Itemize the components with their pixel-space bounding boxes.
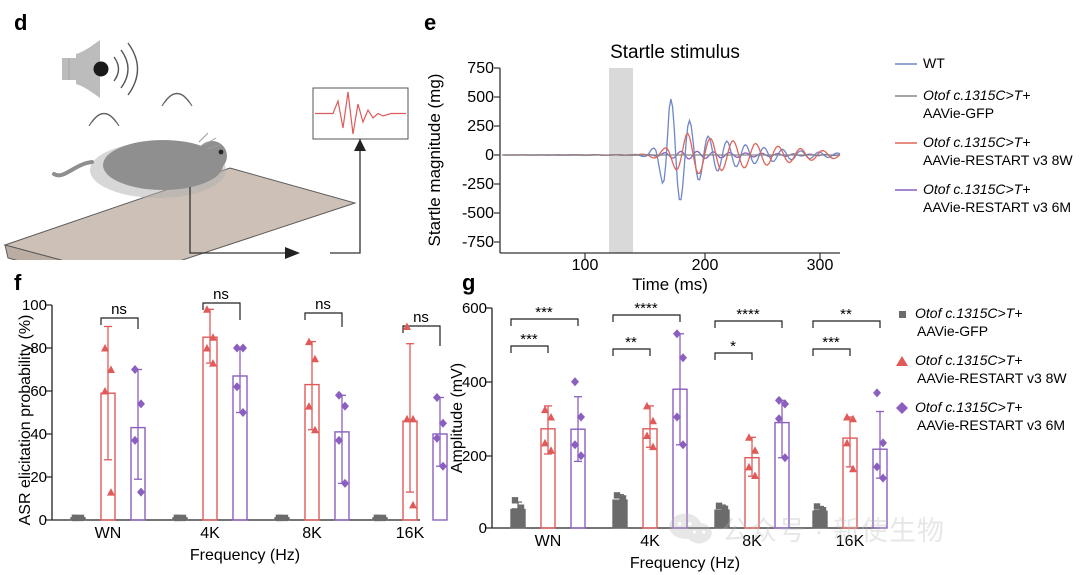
svg-text:Startle stimulus: Startle stimulus xyxy=(610,42,740,63)
svg-text:500: 500 xyxy=(467,89,494,106)
svg-text:16K: 16K xyxy=(396,525,425,542)
svg-text:-250: -250 xyxy=(462,176,494,193)
svg-text:Frequency (Hz): Frequency (Hz) xyxy=(190,547,300,564)
svg-text:***: *** xyxy=(822,334,840,351)
svg-text:Frequency (Hz): Frequency (Hz) xyxy=(630,555,740,572)
svg-text:WN: WN xyxy=(95,525,122,542)
svg-text:ns: ns xyxy=(315,296,331,313)
svg-text:ASR elicitation probability (%: ASR elicitation probability (%) xyxy=(17,315,34,526)
svg-text:0: 0 xyxy=(39,512,47,529)
svg-text:WN: WN xyxy=(535,533,562,550)
svg-text:Startle magnitude (mg): Startle magnitude (mg) xyxy=(425,74,444,247)
svg-text:-500: -500 xyxy=(462,205,494,222)
svg-text:0: 0 xyxy=(479,520,487,537)
svg-text:250: 250 xyxy=(467,118,494,135)
svg-text:-750: -750 xyxy=(462,234,494,251)
svg-text:***: *** xyxy=(535,304,553,321)
svg-text:ns: ns xyxy=(111,301,127,318)
svg-text:****: **** xyxy=(736,306,760,323)
svg-text:ns: ns xyxy=(413,309,429,326)
svg-text:****: **** xyxy=(634,300,658,317)
svg-text:0: 0 xyxy=(485,147,494,164)
svg-text:100: 100 xyxy=(22,297,47,314)
svg-text:4K: 4K xyxy=(640,533,660,550)
svg-text:*: * xyxy=(730,338,736,355)
svg-text:**: ** xyxy=(840,306,852,323)
svg-text:750: 750 xyxy=(467,60,494,77)
svg-text:***: *** xyxy=(520,331,538,348)
svg-text:4K: 4K xyxy=(200,525,220,542)
svg-text:8K: 8K xyxy=(302,525,322,542)
svg-text:600: 600 xyxy=(462,300,487,317)
svg-text:**: ** xyxy=(625,334,637,351)
svg-text:ns: ns xyxy=(213,286,229,303)
svg-text:Amplitude (mV): Amplitude (mV) xyxy=(449,363,466,473)
